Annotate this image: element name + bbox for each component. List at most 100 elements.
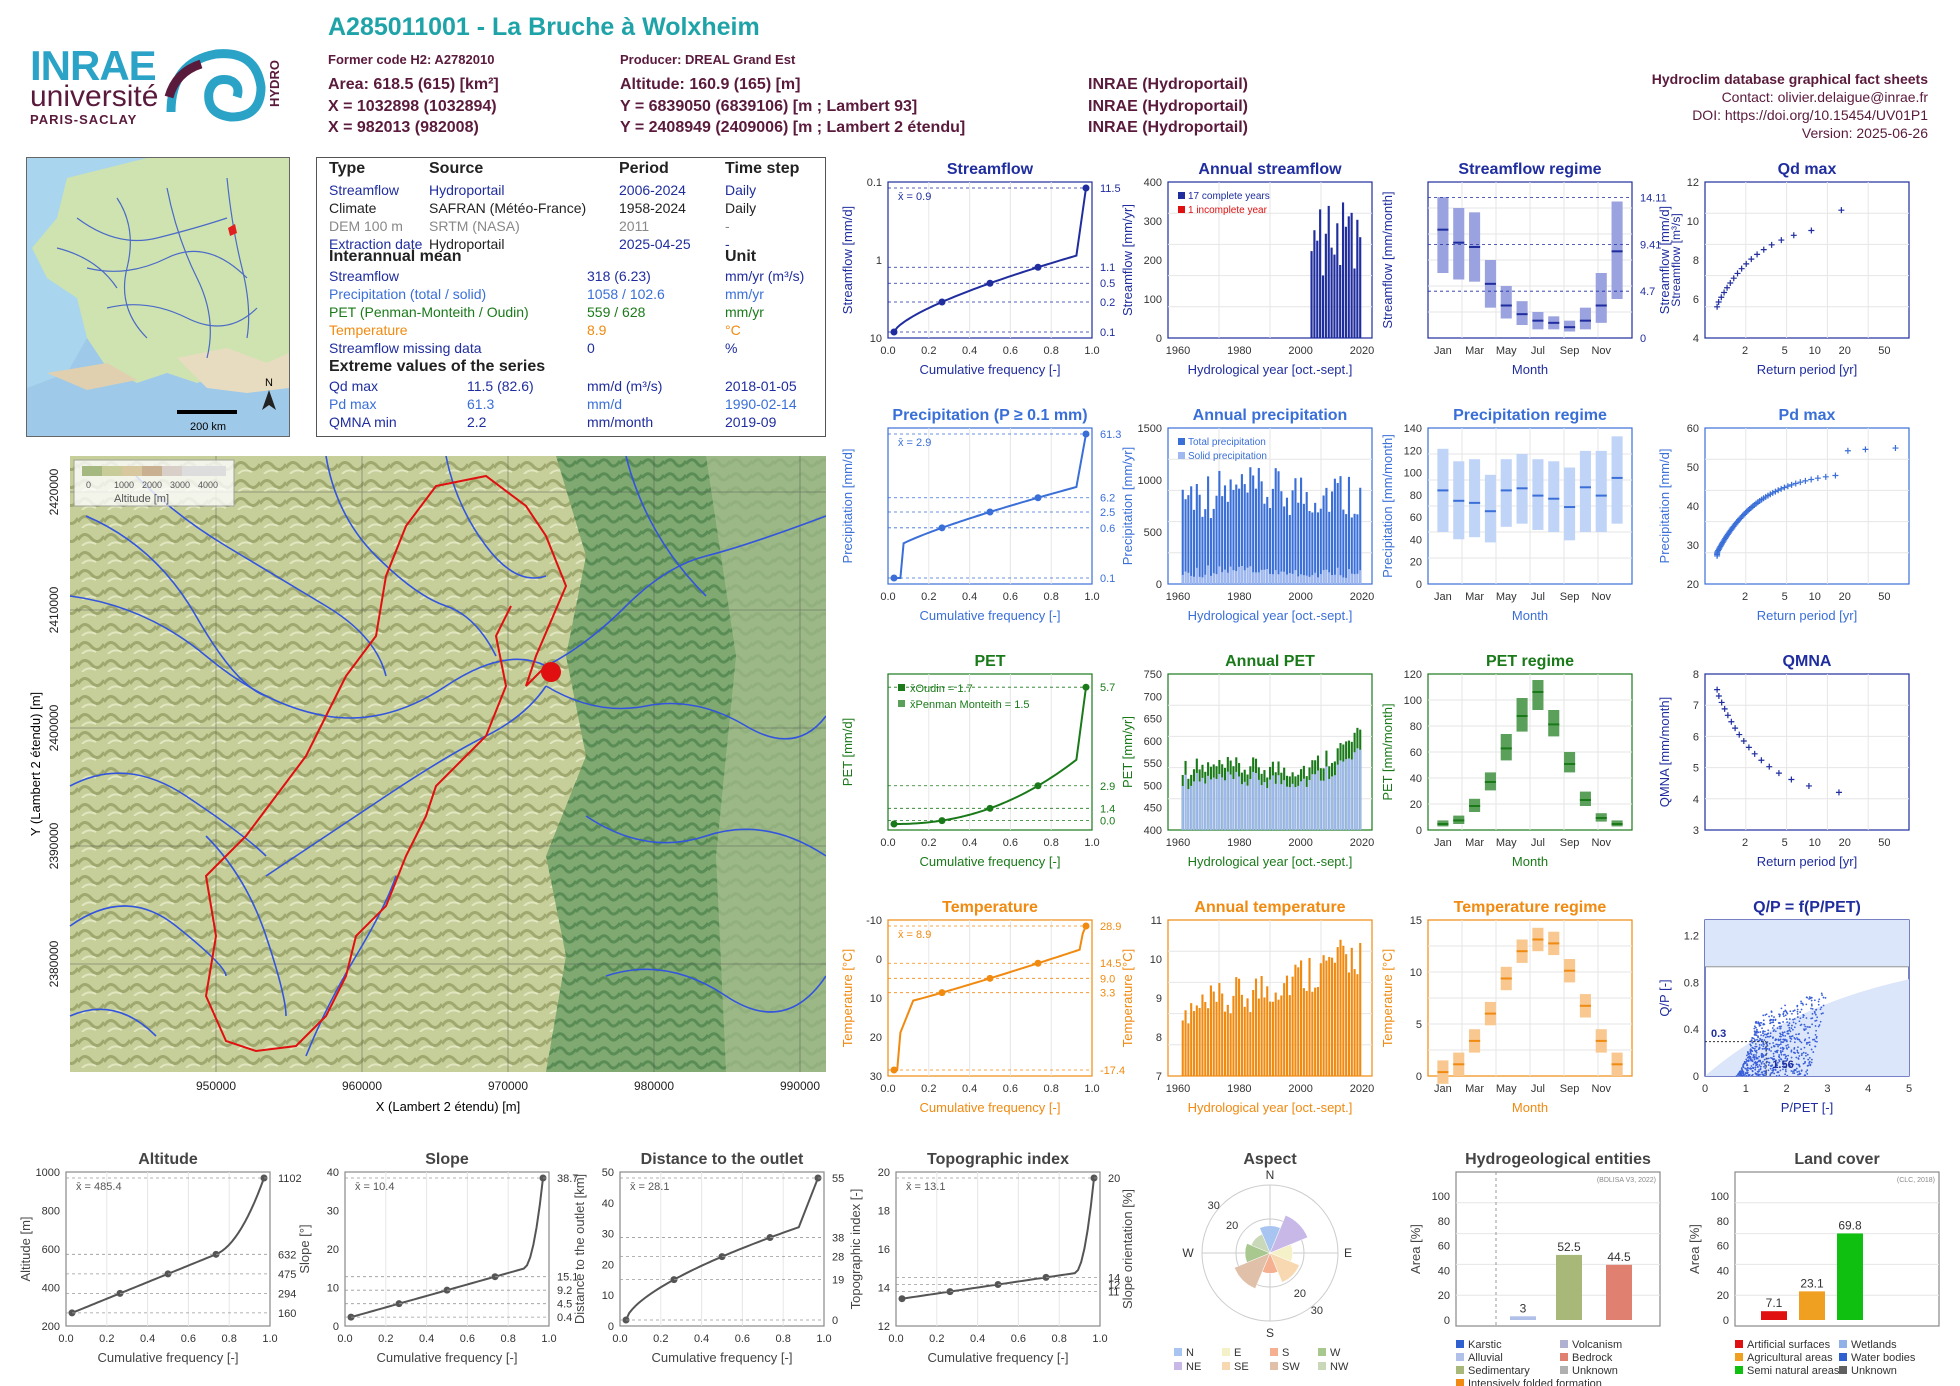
y-tick: 18	[878, 1206, 890, 1218]
regime-box	[1548, 710, 1560, 737]
info-step: -	[725, 218, 730, 234]
qp-point	[1753, 1047, 1756, 1050]
qp-point	[1746, 1072, 1749, 1075]
legend-entry: Semi natural areas	[1747, 1365, 1840, 1377]
x-tick: 1.0	[816, 1333, 831, 1345]
bar-solid	[1226, 771, 1229, 830]
y-tick: 40	[1410, 773, 1422, 785]
bar	[1314, 502, 1317, 584]
qp-point	[1766, 1043, 1768, 1046]
qp-point	[1769, 1073, 1772, 1076]
chart-regime_q: Streamflow regime Month Streamflow [mm/mon…	[1380, 161, 1683, 377]
doi-link[interactable]: DOI: https://doi.org/10.15454/UV01P1	[1692, 107, 1928, 123]
bar-solid	[1297, 576, 1300, 584]
bar-solid	[1229, 774, 1232, 830]
qp-point	[1776, 1049, 1779, 1052]
bar-solid	[1302, 778, 1305, 830]
bar-solid	[1336, 764, 1339, 830]
bar-solid	[1260, 569, 1263, 584]
qp-point	[1746, 1069, 1748, 1072]
qp-point	[1751, 1037, 1754, 1040]
y-lambert2: Y = 2408949 (2409006) [m ; Lambert 2 éte…	[620, 119, 966, 136]
page-title: A285011001 - La Bruche à Wolxheim	[328, 13, 760, 41]
qp-point	[1766, 1041, 1769, 1043]
bar-solid	[1333, 775, 1336, 830]
qp-point	[1797, 1046, 1799, 1049]
x-tick: 50	[1878, 837, 1890, 849]
bar-solid	[1308, 576, 1311, 584]
qp-point	[1796, 1005, 1799, 1008]
return-point	[1775, 487, 1782, 494]
qp-point	[1760, 1044, 1763, 1046]
north-arrow-icon	[262, 390, 276, 410]
x-tick: Jan	[1434, 591, 1452, 603]
y-tick: 400	[1144, 177, 1162, 189]
x-tick: 2	[1742, 837, 1748, 849]
bar-solid	[1308, 779, 1311, 830]
qp-point	[1772, 1058, 1774, 1061]
qp-point	[1750, 1065, 1753, 1067]
x-tick: 0.2	[921, 1083, 936, 1095]
chart-cdf_p: Precipitation (P ≥ 0.1 mm) Cumulative fre…	[840, 407, 1121, 623]
bar-solid	[1215, 574, 1218, 584]
bar	[1257, 467, 1260, 584]
bar-solid	[1339, 575, 1342, 584]
contact[interactable]: Contact: olivier.delaigue@inrae.fr	[1721, 89, 1928, 105]
qp-point	[1771, 1021, 1774, 1024]
qp-point	[1772, 1055, 1775, 1058]
bar-solid	[1232, 778, 1235, 830]
x-tick: 0.8	[501, 1333, 516, 1345]
qp-point	[1819, 1020, 1822, 1023]
bar	[1271, 488, 1274, 584]
qp-point	[1749, 1055, 1752, 1058]
x-tick: 2020	[1350, 837, 1374, 849]
qp-point	[1796, 1037, 1798, 1039]
bar-solid	[1249, 566, 1252, 584]
y-tick: 40	[327, 1167, 339, 1179]
aspect-wedge	[1269, 1214, 1309, 1254]
bar-label: 52.5	[1557, 1240, 1581, 1254]
bar	[1350, 212, 1353, 338]
qp-point	[1790, 1027, 1793, 1030]
y-tick: 60	[1410, 512, 1422, 524]
y-tick: 600	[42, 1244, 60, 1256]
bar	[1308, 957, 1311, 1076]
x-tick: 2000	[1288, 345, 1312, 357]
chart-cdf_dist: Distance to the outlet Cumulative frequen…	[572, 1151, 844, 1365]
legend-entry: E	[1234, 1347, 1241, 1359]
x-tick: Nov	[1591, 1083, 1611, 1095]
qp-point	[1771, 1027, 1774, 1029]
regime-box	[1453, 208, 1465, 280]
bar	[1218, 470, 1221, 584]
bar	[1345, 514, 1348, 584]
y-tick: 500	[1144, 527, 1162, 539]
bar	[1328, 956, 1331, 1076]
x-axis-label: Hydrological year [oct.-sept.]	[1188, 362, 1353, 377]
bar	[1336, 223, 1339, 338]
bar	[1240, 994, 1243, 1076]
x-tick: 1.0	[262, 1333, 277, 1345]
qp-point	[1747, 1053, 1750, 1056]
qp-point	[1766, 1033, 1769, 1035]
qp-point	[1782, 1012, 1785, 1015]
return-point	[1805, 782, 1812, 789]
qp-point	[1758, 1064, 1761, 1066]
y-tick: -10	[866, 915, 882, 927]
qp-point	[1754, 1045, 1757, 1048]
bar	[1339, 476, 1342, 584]
bar-solid	[1184, 571, 1187, 584]
x-tick: Mar	[1465, 591, 1484, 603]
qp-point	[1743, 1062, 1745, 1065]
y-tick: 200	[42, 1321, 60, 1333]
qp-point	[1756, 1065, 1759, 1068]
right-tick: 12	[1108, 1280, 1120, 1292]
y-tick: 650	[1144, 714, 1162, 726]
chart-title: Qd max	[1778, 161, 1837, 178]
x-tick: 0.0	[888, 1333, 903, 1345]
return-point	[1743, 260, 1750, 267]
bar	[1184, 1010, 1187, 1076]
qp-point	[1754, 1031, 1756, 1034]
category-bar	[1556, 1254, 1582, 1320]
y-tick: 3	[1693, 825, 1699, 837]
qp-point	[1785, 1044, 1788, 1047]
